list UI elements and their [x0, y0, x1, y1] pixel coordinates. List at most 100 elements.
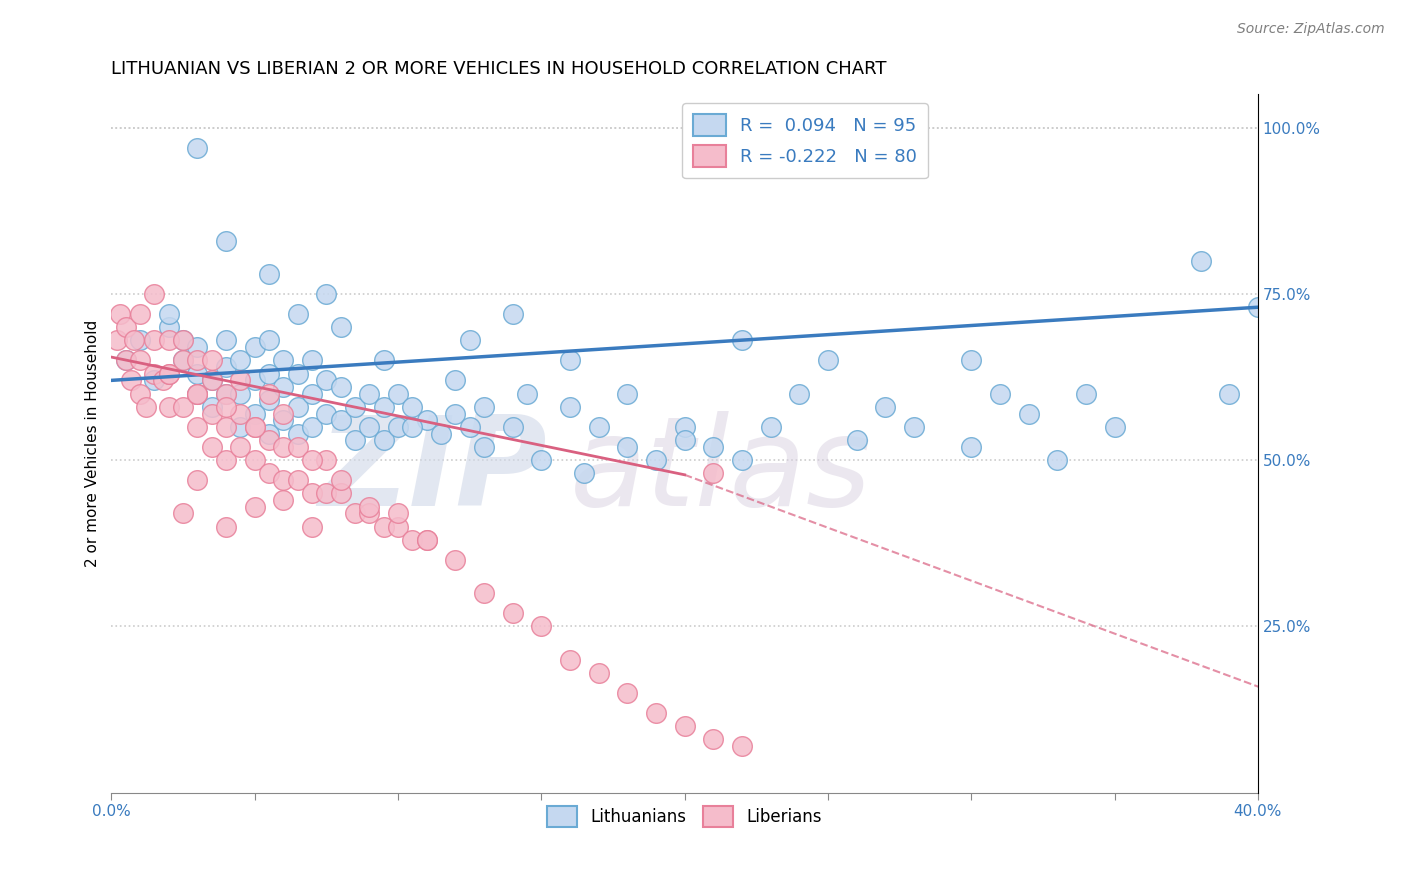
Point	[702, 467, 724, 481]
Point	[387, 519, 409, 533]
Point	[257, 334, 280, 348]
Point	[114, 320, 136, 334]
Point	[315, 373, 337, 387]
Point	[301, 486, 323, 500]
Point	[458, 334, 481, 348]
Point	[329, 413, 352, 427]
Point	[329, 486, 352, 500]
Point	[186, 340, 208, 354]
Point	[273, 407, 295, 421]
Point	[257, 426, 280, 441]
Point	[960, 353, 983, 368]
Point	[415, 533, 437, 547]
Point	[359, 420, 381, 434]
Point	[273, 353, 295, 368]
Point	[1247, 300, 1270, 314]
Point	[257, 267, 280, 281]
Point	[516, 386, 538, 401]
Point	[215, 453, 238, 467]
Point	[114, 353, 136, 368]
Point	[243, 420, 266, 434]
Point	[257, 434, 280, 448]
Point	[401, 533, 423, 547]
Point	[243, 373, 266, 387]
Point	[1189, 253, 1212, 268]
Point	[616, 686, 638, 700]
Legend: Lithuanians, Liberians: Lithuanians, Liberians	[540, 799, 828, 833]
Point	[273, 473, 295, 487]
Point	[129, 386, 152, 401]
Point	[960, 440, 983, 454]
Point	[157, 334, 180, 348]
Point	[731, 334, 754, 348]
Point	[430, 426, 453, 441]
Point	[186, 386, 208, 401]
Point	[1218, 386, 1240, 401]
Point	[129, 307, 152, 321]
Point	[229, 420, 252, 434]
Point	[129, 334, 152, 348]
Text: atlas: atlas	[569, 411, 872, 532]
Point	[143, 367, 166, 381]
Point	[673, 434, 696, 448]
Point	[415, 533, 437, 547]
Point	[329, 380, 352, 394]
Point	[143, 373, 166, 387]
Point	[558, 400, 581, 414]
Point	[387, 386, 409, 401]
Point	[1018, 407, 1040, 421]
Point	[472, 440, 495, 454]
Point	[329, 320, 352, 334]
Point	[558, 653, 581, 667]
Point	[759, 420, 782, 434]
Point	[201, 400, 224, 414]
Point	[243, 453, 266, 467]
Point	[121, 373, 143, 387]
Point	[157, 400, 180, 414]
Point	[105, 334, 128, 348]
Point	[502, 606, 524, 620]
Point	[243, 407, 266, 421]
Point	[287, 426, 309, 441]
Point	[530, 619, 553, 633]
Point	[301, 420, 323, 434]
Point	[344, 400, 367, 414]
Point	[315, 486, 337, 500]
Point	[172, 353, 194, 368]
Point	[172, 507, 194, 521]
Point	[415, 413, 437, 427]
Y-axis label: 2 or more Vehicles in Household: 2 or more Vehicles in Household	[86, 320, 100, 567]
Point	[444, 553, 467, 567]
Point	[287, 367, 309, 381]
Point	[329, 473, 352, 487]
Point	[229, 440, 252, 454]
Point	[172, 400, 194, 414]
Point	[215, 234, 238, 248]
Point	[1104, 420, 1126, 434]
Point	[201, 440, 224, 454]
Point	[875, 400, 897, 414]
Point	[315, 287, 337, 301]
Point	[616, 386, 638, 401]
Point	[787, 386, 810, 401]
Point	[315, 453, 337, 467]
Point	[143, 287, 166, 301]
Point	[359, 500, 381, 514]
Point	[257, 467, 280, 481]
Point	[373, 434, 395, 448]
Point	[558, 353, 581, 368]
Point	[215, 334, 238, 348]
Point	[373, 519, 395, 533]
Point	[172, 353, 194, 368]
Point	[186, 386, 208, 401]
Point	[287, 440, 309, 454]
Point	[301, 453, 323, 467]
Point	[301, 519, 323, 533]
Point	[215, 386, 238, 401]
Point	[301, 386, 323, 401]
Point	[616, 440, 638, 454]
Point	[215, 360, 238, 375]
Point	[502, 307, 524, 321]
Point	[472, 400, 495, 414]
Point	[344, 507, 367, 521]
